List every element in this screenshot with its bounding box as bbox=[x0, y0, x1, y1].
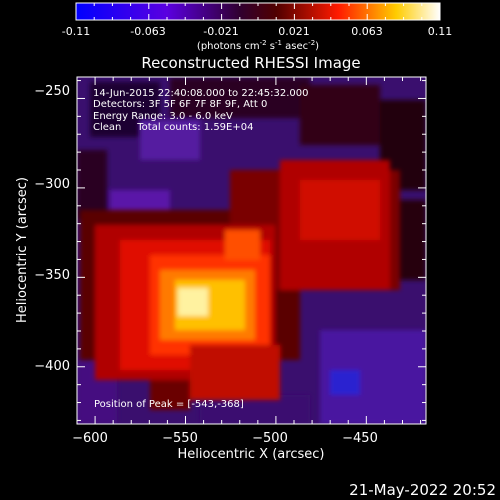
plot-frame bbox=[76, 76, 427, 425]
info-line-clean: Clean Total counts: 1.59E+04 bbox=[93, 122, 253, 133]
axis-ticks bbox=[77, 77, 426, 424]
x-axis-title: Heliocentric X (arcsec) bbox=[178, 447, 325, 462]
x-tick-label: −500 bbox=[252, 431, 288, 446]
heatmap-image bbox=[77, 77, 426, 424]
colorbar-tick-label: 0.021 bbox=[278, 25, 310, 38]
y-tick-label: −250 bbox=[34, 84, 70, 99]
info-line-energy: Energy Range: 3.0 - 6.0 keV bbox=[93, 111, 233, 122]
x-tick-label: −450 bbox=[342, 431, 378, 446]
colorbar-tick-label: 0.11 bbox=[428, 25, 453, 38]
y-tick-label: −300 bbox=[34, 177, 70, 192]
x-tick-label: −550 bbox=[162, 431, 198, 446]
colorbar-units-label: (photons cm-2 s-1 asec-2) bbox=[197, 39, 319, 52]
footer-timestamp: 21-May-2022 20:52 bbox=[349, 481, 496, 499]
info-line-time: 14-Jun-2015 22:40:08.000 to 22:45:32.000 bbox=[93, 88, 309, 99]
colorbar-tick-label: -0.11 bbox=[62, 25, 90, 38]
y-tick-label: −400 bbox=[34, 359, 70, 374]
colorbar-ticks bbox=[75, 3, 441, 20]
peak-position-label: Position of Peak = [-543,-368] bbox=[94, 399, 244, 410]
plot-title: Reconstructed RHESSI Image bbox=[141, 54, 360, 72]
y-tick-label: −350 bbox=[34, 268, 70, 283]
colorbar-tick-label: -0.021 bbox=[203, 25, 238, 38]
info-line-detectors: Detectors: 3F 5F 6F 7F 8F 9F, Att 0 bbox=[93, 99, 267, 110]
x-tick-label: −600 bbox=[72, 431, 108, 446]
colorbar-tick-label: 0.063 bbox=[351, 25, 383, 38]
colorbar-tick-label: -0.063 bbox=[130, 25, 165, 38]
y-axis-title: Heliocentric Y (arcsec) bbox=[15, 177, 30, 323]
